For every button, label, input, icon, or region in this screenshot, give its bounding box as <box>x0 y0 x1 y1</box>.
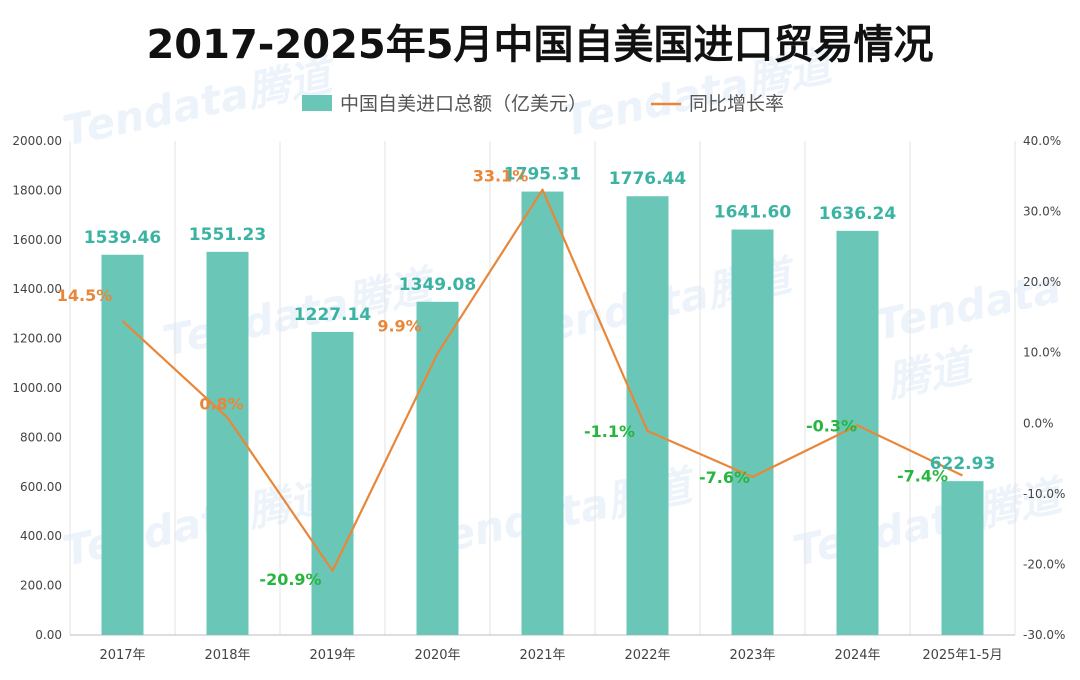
legend-swatch-bar <box>302 95 332 111</box>
bar-value-label: 1227.14 <box>294 305 372 325</box>
y-left-tick-label: 1600.00 <box>12 233 62 247</box>
bar <box>416 301 459 635</box>
x-tick-label: 2021年 <box>519 648 565 663</box>
y-left-tick-label: 200.00 <box>20 579 62 593</box>
y-left-tick-label: 1800.00 <box>12 183 62 197</box>
line-value-label: -0.3% <box>806 416 857 435</box>
y-left-tick-label: 1400.00 <box>12 282 62 296</box>
x-tick-label: 2018年 <box>204 648 250 663</box>
y-left-tick-label: 2000.00 <box>12 134 62 148</box>
y-left-tick-label: 1200.00 <box>12 332 62 346</box>
y-right-tick-label: 30.0% <box>1023 205 1061 219</box>
legend-label: 同比增长率 <box>689 93 784 115</box>
line-value-label: 14.5% <box>57 286 113 305</box>
bar-value-label: 622.93 <box>930 454 996 474</box>
y-left-tick-label: 600.00 <box>20 480 62 494</box>
line-value-label: 33.1% <box>473 167 529 186</box>
bar-value-label: 1539.46 <box>84 228 161 248</box>
y-left-tick-label: 1000.00 <box>12 381 62 395</box>
x-tick-label: 2022年 <box>624 648 670 663</box>
bar-value-label: 1551.23 <box>189 225 266 245</box>
y-right-tick-label: -30.0% <box>1023 628 1065 642</box>
bar-value-label: 1636.24 <box>819 204 897 224</box>
y-right-tick-label: 20.0% <box>1023 275 1061 289</box>
bar-value-label: 1349.08 <box>399 275 476 295</box>
y-left-tick-label: 0.00 <box>35 628 62 642</box>
x-tick-label: 2019年 <box>309 648 355 663</box>
bar <box>311 331 354 635</box>
y-right-tick-label: -20.0% <box>1023 557 1065 571</box>
y-left-tick-label: 400.00 <box>20 529 62 543</box>
line-value-label: -7.6% <box>699 468 750 487</box>
y-right-tick-label: -10.0% <box>1023 487 1065 501</box>
line-value-label: -7.4% <box>897 467 948 486</box>
y-left-tick-label: 800.00 <box>20 430 62 444</box>
x-tick-label: 2025年1-5月 <box>922 648 1002 663</box>
y-right-tick-label: 40.0% <box>1023 134 1061 148</box>
line-value-label: 0.8% <box>199 395 243 414</box>
x-tick-label: 2024年 <box>834 648 880 663</box>
bar <box>101 254 144 635</box>
line-value-label: -20.9% <box>259 570 321 589</box>
x-tick-label: 2020年 <box>414 648 460 663</box>
bar <box>206 251 249 635</box>
growth-line <box>121 188 963 572</box>
x-tick-label: 2023年 <box>729 648 775 663</box>
bar-value-label: 1641.60 <box>714 203 792 223</box>
bar <box>731 229 774 636</box>
x-tick-label: 2017年 <box>99 648 145 663</box>
legend-label: 中国自美进口总额（亿美元） <box>340 93 587 115</box>
bar-value-label: 1776.44 <box>609 169 687 189</box>
y-right-tick-label: 10.0% <box>1023 346 1061 360</box>
bar <box>521 191 564 636</box>
chart-title: 2017-2025年5月中国自美国进口贸易情况 <box>146 22 934 68</box>
line-value-label: -1.1% <box>584 422 635 441</box>
y-right-tick-label: 0.0% <box>1023 416 1054 430</box>
bar <box>941 481 984 635</box>
bar-value-label: 1795.31 <box>504 165 581 185</box>
line-value-label: 9.9% <box>377 316 421 335</box>
bar <box>626 196 669 636</box>
